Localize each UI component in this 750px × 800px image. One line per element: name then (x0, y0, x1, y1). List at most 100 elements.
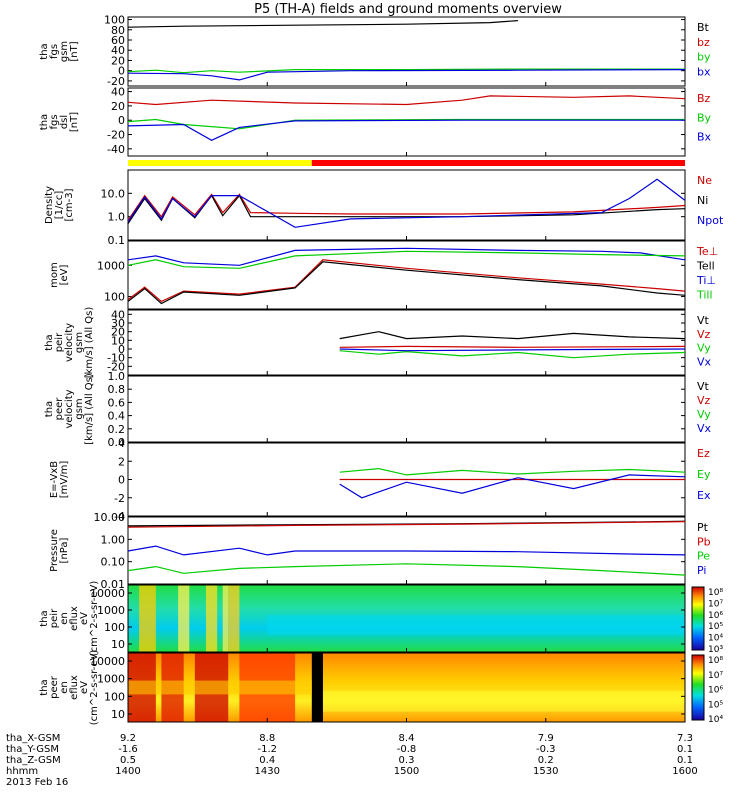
ytick-label: 0 (118, 65, 125, 78)
ephem-value: 9.2 (120, 733, 136, 744)
ytick-label: 1000 (97, 673, 125, 686)
ylabel-line: [mV/m] (59, 461, 70, 499)
spectrogram-band-4 (311, 653, 323, 722)
ytick-label: 20 (111, 100, 125, 113)
panel-frame (127, 309, 686, 376)
ephem-row-label: tha_Y-GSM (6, 744, 59, 755)
legend-label: Vy (697, 408, 711, 421)
ylabel-line: fgs (49, 44, 60, 59)
colorbar-tick-label: 10⁶ (708, 611, 723, 621)
ytick-label: 10.00 (94, 511, 126, 524)
legend-label: By (697, 111, 712, 124)
ylabel-line: eflux (69, 675, 80, 700)
colorbar-tick-label: 10⁶ (708, 686, 723, 696)
ylabel-line: [nPa] (59, 537, 70, 563)
panel-peer-velocity: 1.00.80.60.40.20.0 tha peer velocity gsm [km/… (44, 370, 712, 449)
panel-efield: 4 2 0 -2 -4 E=-VxB [mV/m] Ez Ey Ex (49, 437, 711, 523)
ylabel-line: tha (39, 114, 50, 130)
ephem-value: 0.5 (120, 755, 136, 766)
series-line-Ni (127, 194, 686, 225)
ytick-label: 20 (111, 326, 125, 339)
legend-label: Vz (697, 394, 711, 407)
ephem-value: -0.8 (397, 744, 417, 755)
series-line-Ne (127, 193, 686, 221)
legend-label: Vx (697, 422, 712, 435)
spectrogram-band-low (267, 615, 685, 636)
ylabel-line: Pressure (49, 529, 60, 572)
ytick-label: 30 (111, 317, 125, 330)
ylabel-line: gsm (59, 41, 70, 62)
legend-label: Bt (697, 21, 710, 34)
ytick-label: 20 (111, 54, 125, 67)
ylabel-line: tha (39, 610, 50, 626)
ytick-label: 0.4 (108, 410, 126, 423)
panel-peer-spec: 10000 1000 100 10 tha peer en eflux eV (cm^2-s-sr… (39, 650, 723, 726)
ylabel-line: [cm-3] (64, 188, 75, 221)
ytick-label: 100 (104, 690, 125, 703)
ytick-label: 10 (111, 708, 125, 721)
colorbar-tick-label: 10⁵ (708, 700, 723, 710)
ytick-label: 60 (111, 34, 125, 47)
ytick-label: 100 (104, 291, 125, 304)
ephem-row-label: hhmm (6, 766, 38, 777)
legend-label: Pe (697, 550, 710, 563)
colorbar-tick-label: 10⁵ (708, 622, 723, 632)
ephem-value: -1.2 (257, 744, 277, 755)
legend-label: Pt (697, 521, 709, 534)
colorbar-tick-label: 10³ (708, 645, 723, 655)
legend-label: Vz (697, 328, 711, 341)
ephem-value: 7.9 (538, 733, 554, 744)
time-axis: tha_X-GSM 9.2 8.8 8.4 7.9 7.3 tha_Y-GSM -1.6 -1.… (6, 733, 698, 788)
ylabel-line: en (59, 681, 70, 694)
ytick-label: 1.00 (101, 533, 126, 546)
legend-label: Ez (697, 447, 710, 460)
ephem-row-label: tha_Z-GSM (6, 755, 61, 766)
series-line-Npot (127, 178, 686, 228)
legend-label: bz (697, 36, 710, 49)
colorbar-tick-label: 10⁴ (708, 715, 723, 725)
spectrogram-band-low (322, 690, 685, 712)
ylabel-line: E=-VxB (49, 461, 60, 498)
ytick-label: -20 (107, 75, 125, 88)
ylabel-line: (cm^2-s-sr-eV) (89, 650, 100, 726)
ytick-label: 40 (111, 44, 125, 57)
ylabel-line: eV (79, 612, 90, 625)
ytick-label: 1000 (97, 259, 125, 272)
ylabel-line: peer (49, 675, 60, 699)
series-line-Vx (339, 348, 686, 352)
legend-label: Ni (697, 194, 708, 207)
colorbar-tick-label: 10⁷ (708, 671, 723, 681)
legend-label: Npot (697, 214, 724, 227)
ytick-label: 0.1 (108, 234, 126, 247)
mode-bar-survey (128, 160, 312, 166)
legend-label: Vy (697, 342, 711, 355)
colorbar-tick-label: 10⁴ (708, 634, 723, 644)
ylabel-line: tha (44, 334, 55, 350)
series-line-Te⊥ (127, 259, 686, 303)
panel-frame (127, 87, 686, 157)
figure-title: P5 (TH-A) fields and ground moments over… (254, 2, 562, 17)
ylabel-line: gsm (74, 398, 85, 419)
ephem-value: 1500 (394, 766, 419, 777)
ytick-label: -40 (107, 143, 125, 156)
ytick-label: 2 (118, 455, 125, 468)
legend-label: Bz (697, 92, 711, 105)
ytick-label: 100 (104, 14, 125, 27)
ephem-value: 1430 (255, 766, 280, 777)
legend-label: Ne (697, 174, 712, 187)
ylabel-line: [nT] (69, 112, 80, 132)
ylabel-line: en (59, 612, 70, 625)
ylabel-line: peir (49, 608, 60, 628)
date-label: 2013 Feb 16 (6, 777, 68, 788)
ephem-value: 8.4 (399, 733, 415, 744)
spectrogram-band-0 (139, 585, 156, 652)
ephem-value: -0.3 (536, 744, 556, 755)
ephem-value: 0.4 (259, 755, 275, 766)
series-line-Bt (127, 20, 518, 28)
ylabel-line: tha (44, 401, 55, 417)
ylabel-line: eflux (69, 606, 80, 631)
ephem-value: 8.8 (259, 733, 275, 744)
